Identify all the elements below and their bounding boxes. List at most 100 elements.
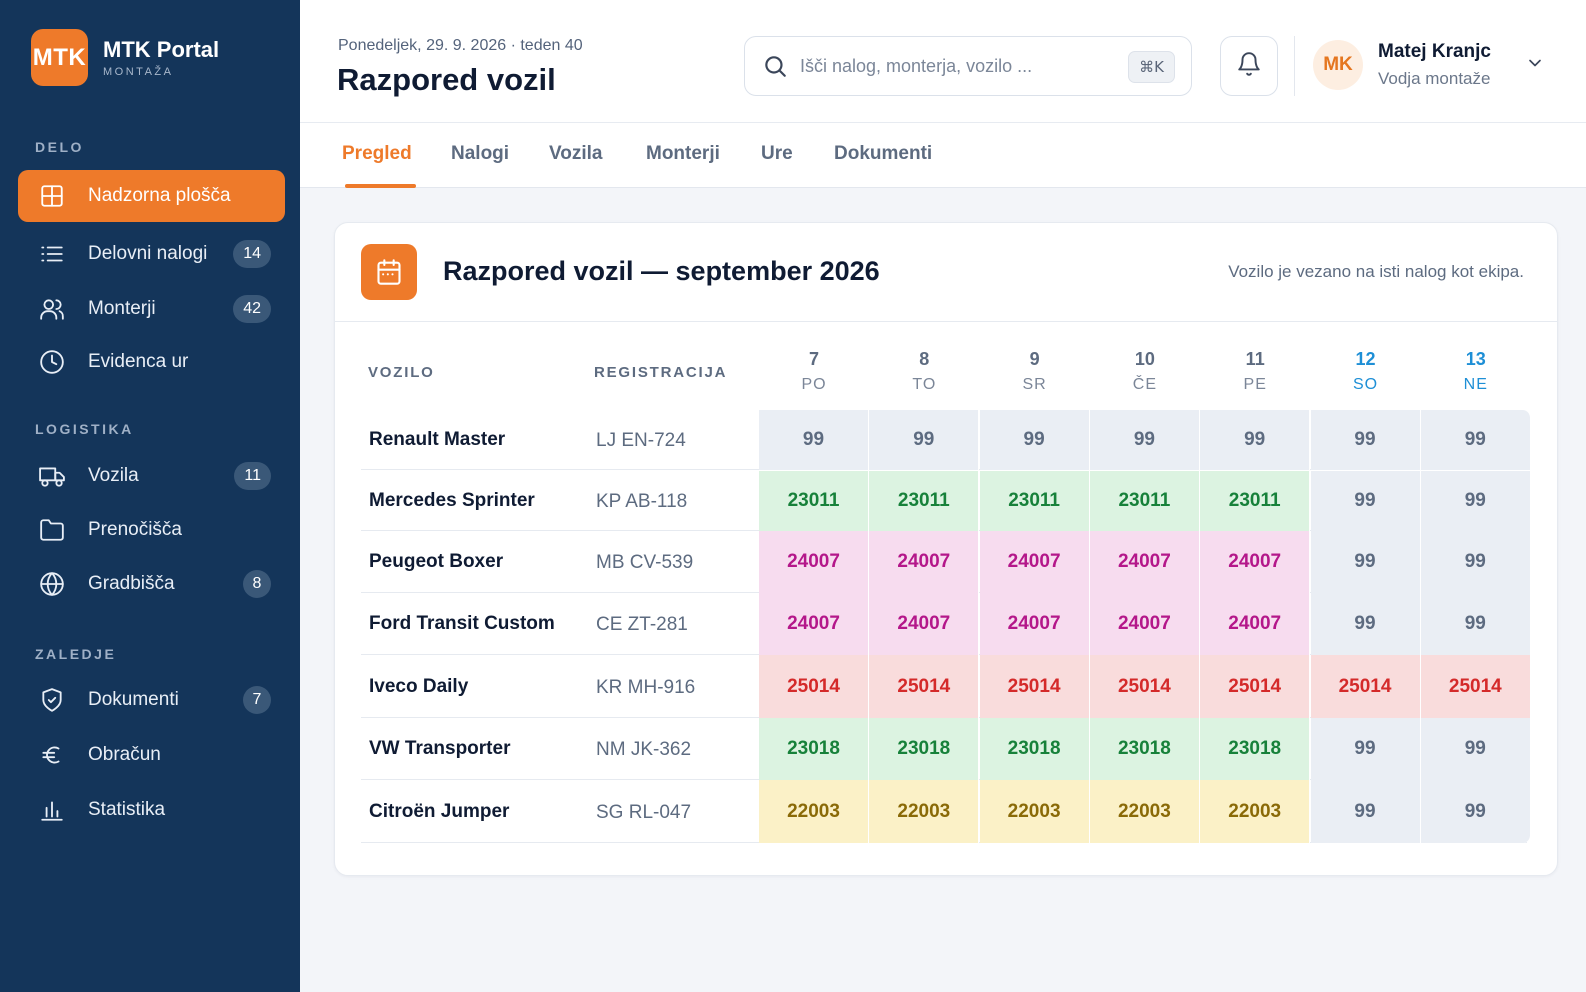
truck-icon xyxy=(38,462,66,490)
schedule-cell[interactable]: 24007 xyxy=(979,593,1090,655)
sidebar-item-fitters[interactable]: Monterji 42 xyxy=(18,283,285,335)
schedule-cell[interactable]: 99 xyxy=(869,410,980,470)
sidebar-item-hours[interactable]: Evidenca ur xyxy=(18,336,285,388)
shortcut-hint: ⌘K xyxy=(1128,51,1175,83)
schedule-cell[interactable]: 99 xyxy=(1420,531,1531,593)
schedule-cell[interactable]: 99 xyxy=(1310,593,1421,655)
sidebar-item-label: Nadzorna plošča xyxy=(88,185,231,206)
schedule-cell[interactable]: 99 xyxy=(759,410,869,470)
schedule-cell[interactable]: 99 xyxy=(1310,471,1421,531)
tab-orders[interactable]: Nalogi xyxy=(451,143,510,164)
schedule-cell[interactable]: 99 xyxy=(1420,718,1531,780)
section-label-logistika: LOGISTIKA xyxy=(35,421,134,437)
sidebar-item-billing[interactable]: Obračun xyxy=(18,729,285,781)
vehicle-registration: SG RL-047 xyxy=(596,802,692,823)
table-row[interactable]: Citroën Jumper SG RL-047 22003 22003 22003 22… xyxy=(361,780,1531,843)
card-title: Razpored vozil — september 2026 xyxy=(443,256,880,286)
schedule-cell[interactable]: 25014 xyxy=(1420,655,1531,718)
tab-vehicles[interactable]: Vozila xyxy=(549,143,603,164)
search-box[interactable]: ⌘K xyxy=(744,36,1192,96)
schedule-cell[interactable]: 23018 xyxy=(1200,718,1311,780)
schedule-cell[interactable]: 22003 xyxy=(869,780,980,843)
brand-subtitle: MONTAŽA xyxy=(103,66,174,78)
schedule-cell[interactable]: 23011 xyxy=(869,471,980,531)
sidebar-item-work-orders[interactable]: Delovni nalogi 14 xyxy=(18,228,285,280)
schedule-cell[interactable]: 99 xyxy=(1310,410,1421,470)
schedule-cell[interactable]: 99 xyxy=(1420,471,1531,531)
vehicle-registration: LJ EN-724 xyxy=(596,430,686,451)
tab-hours[interactable]: Ure xyxy=(761,143,793,164)
table-row[interactable]: Renault Master LJ EN-724 99 99 99 99 99 99 99 xyxy=(361,410,1531,470)
schedule-cell[interactable]: 23011 xyxy=(1089,471,1200,531)
schedule-cell[interactable]: 22003 xyxy=(759,780,869,843)
table-row[interactable]: Mercedes Sprinter KP AB-118 23011 23011 2301… xyxy=(361,471,1531,531)
schedule-cell[interactable]: 23011 xyxy=(759,471,869,531)
schedule-cell[interactable]: 25014 xyxy=(1310,655,1421,718)
user-name[interactable]: Matej Kranjc xyxy=(1378,41,1491,62)
schedule-cell[interactable]: 99 xyxy=(1420,780,1531,843)
vehicle-registration: MB CV-539 xyxy=(596,552,694,573)
chevron-down-icon[interactable] xyxy=(1525,53,1545,73)
schedule-cell[interactable]: 25014 xyxy=(1200,655,1311,718)
schedule-cell[interactable]: 24007 xyxy=(869,593,980,655)
schedule-cell[interactable]: 24007 xyxy=(979,531,1090,593)
schedule-cell[interactable]: 99 xyxy=(1310,718,1421,780)
schedule-cell[interactable]: 22003 xyxy=(1200,780,1311,843)
schedule-cell[interactable]: 99 xyxy=(1310,780,1421,843)
schedule-cell[interactable]: 24007 xyxy=(759,531,869,593)
schedule-cell[interactable]: 24007 xyxy=(759,593,869,655)
day-of-week: TO xyxy=(912,376,937,393)
table-row[interactable]: Iveco Daily KR MH-916 25014 25014 25014 25014… xyxy=(361,655,1531,718)
sidebar-item-accommodation[interactable]: Prenočišča xyxy=(18,504,285,556)
section-label-delo: DELO xyxy=(35,139,84,155)
table-row[interactable]: Peugeot Boxer MB CV-539 24007 24007 24007 240… xyxy=(361,531,1531,593)
search-input[interactable] xyxy=(800,55,1120,77)
sidebar-item-sites[interactable]: Gradbišča 8 xyxy=(18,558,285,610)
count-badge: 14 xyxy=(233,240,271,268)
tab-documents[interactable]: Dokumenti xyxy=(834,143,933,164)
schedule-cell[interactable]: 25014 xyxy=(759,655,869,718)
day-header: 10 ČE xyxy=(1090,349,1200,394)
schedule-cell[interactable]: 24007 xyxy=(1200,531,1311,593)
schedule-cell[interactable]: 22003 xyxy=(979,780,1090,843)
schedule-cell[interactable]: 99 xyxy=(1420,410,1531,470)
day-of-week: NE xyxy=(1463,376,1488,393)
sidebar-item-vehicles[interactable]: Vozila 11 xyxy=(18,450,285,502)
day-of-week: ČE xyxy=(1132,376,1157,393)
day-header: 8 TO xyxy=(869,349,979,394)
schedule-cell[interactable]: 25014 xyxy=(979,655,1090,718)
schedule-cell[interactable]: 25014 xyxy=(1089,655,1200,718)
schedule-cell[interactable]: 23011 xyxy=(979,471,1090,531)
notifications-button[interactable] xyxy=(1220,36,1278,96)
table-row[interactable]: VW Transporter NM JK-362 23018 23018 23018 23… xyxy=(361,718,1531,780)
tab-fitters[interactable]: Monterji xyxy=(646,143,720,164)
column-header-vehicle: VOZILO xyxy=(368,364,435,381)
sidebar-item-label: Evidenca ur xyxy=(88,351,189,372)
brand[interactable]: MTK MTK Portal MONTAŽA xyxy=(31,29,219,86)
table-row[interactable]: Ford Transit Custom CE ZT-281 24007 24007 24… xyxy=(361,593,1531,655)
count-badge: 8 xyxy=(243,570,271,598)
sidebar-item-documents[interactable]: Dokumenti 7 xyxy=(18,674,285,726)
schedule-cell[interactable]: 23018 xyxy=(869,718,980,780)
avatar[interactable]: MK xyxy=(1313,40,1363,90)
schedule-cell[interactable]: 99 xyxy=(1200,410,1311,470)
sidebar-item-dashboard[interactable]: Nadzorna plošča xyxy=(18,170,285,222)
schedule-cell[interactable]: 99 xyxy=(1420,593,1531,655)
schedule-cell[interactable]: 24007 xyxy=(869,531,980,593)
sidebar-item-statistics[interactable]: Statistika xyxy=(18,784,285,836)
schedule-cell[interactable]: 24007 xyxy=(1089,593,1200,655)
schedule-cell[interactable]: 99 xyxy=(1310,531,1421,593)
schedule-cell[interactable]: 99 xyxy=(979,410,1090,470)
schedule-cell[interactable]: 24007 xyxy=(1200,593,1311,655)
schedule-cell[interactable]: 99 xyxy=(1089,410,1200,470)
schedule-cell[interactable]: 23011 xyxy=(1200,471,1311,531)
section-label-zaledje: ZALEDJE xyxy=(35,646,117,662)
tab-overview[interactable]: Pregled xyxy=(342,143,412,164)
schedule-cell[interactable]: 23018 xyxy=(1089,718,1200,780)
schedule-cell[interactable]: 23018 xyxy=(979,718,1090,780)
schedule-cell[interactable]: 23018 xyxy=(759,718,869,780)
schedule-cell[interactable]: 24007 xyxy=(1089,531,1200,593)
schedule-cell[interactable]: 25014 xyxy=(869,655,980,718)
header: Ponedeljek, 29. 9. 2026 · teden 40 Razpo… xyxy=(300,0,1586,122)
schedule-cell[interactable]: 22003 xyxy=(1089,780,1200,843)
